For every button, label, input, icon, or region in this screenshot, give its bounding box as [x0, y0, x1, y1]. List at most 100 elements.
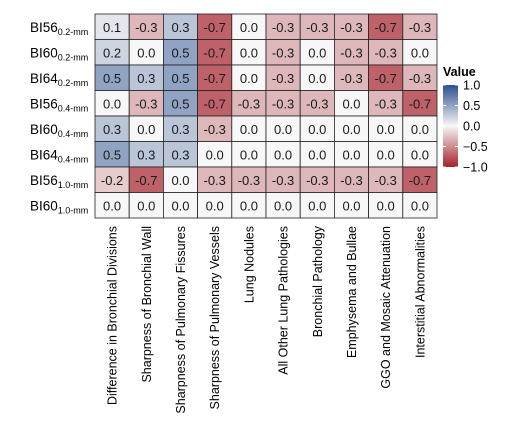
- cell-value-label: -0.3: [272, 96, 294, 111]
- cell-value-label: 0.0: [411, 122, 429, 137]
- cell-value-label: -0.7: [203, 71, 225, 86]
- cell-value-label: -0.3: [374, 96, 396, 111]
- heatmap-cell: [333, 166, 369, 193]
- heatmap-cell: [197, 192, 233, 219]
- cell-value-label: -0.7: [374, 20, 396, 35]
- cell-value-label: -0.3: [340, 71, 362, 86]
- row-label: BI640.2-mm: [30, 71, 88, 88]
- row-label: BI560.2-mm: [30, 20, 88, 37]
- cell-value-label: -0.7: [203, 20, 225, 35]
- heatmap-cell: [265, 90, 301, 117]
- column-labels: Difference in Bronchial Divisions Sharpne…: [106, 225, 428, 413]
- heatmap-cell: [128, 64, 164, 91]
- row-label: BI600.2-mm: [30, 45, 88, 62]
- heatmap-cell: [265, 141, 301, 168]
- cell-value-label: 0.0: [411, 147, 429, 162]
- heatmap-cell: [265, 39, 301, 66]
- legend-ticks: 1.0 0.5 0.0 −0.5 −1.0: [443, 79, 488, 175]
- row-labels: BI560.2-mm BI600.2-mm BI640.2-mm BI560.4-mm…: [30, 20, 88, 216]
- cell-value-label: -0.7: [203, 45, 225, 60]
- cell-value-label: -0.7: [409, 96, 431, 111]
- heatmap-cell: [368, 64, 404, 91]
- cell-value-label: -0.3: [374, 45, 396, 60]
- legend-tick-label: −1.0: [463, 161, 488, 175]
- legend-tick-label: 0.5: [463, 99, 480, 113]
- heatmap-cell: [368, 39, 404, 66]
- cell-value-label: 0.0: [308, 71, 326, 86]
- cell-value-label: -0.3: [203, 122, 225, 137]
- cell-value-label: 0.1: [103, 20, 121, 35]
- cell-value-label: -0.7: [203, 96, 225, 111]
- cell-value-label: 0.0: [103, 96, 121, 111]
- heatmap-cell: [162, 192, 198, 219]
- cell-value-label: 0.0: [240, 147, 258, 162]
- legend-colorbar: [443, 85, 458, 167]
- cell-value-label: 0.0: [274, 198, 292, 213]
- heatmap-cell: [299, 90, 335, 117]
- heatmap-cell: [128, 115, 164, 142]
- row-label: BI600.4-mm: [30, 122, 88, 139]
- column-label: Interstitial Abnormalities: [413, 226, 427, 358]
- column-label: Sharpness of Pulmonary Vessels: [208, 226, 222, 409]
- heatmap-cell: [402, 64, 438, 91]
- cell-value-label: 0.5: [171, 96, 189, 111]
- cell-value-label: 0.0: [240, 20, 258, 35]
- heatmap-cell: [333, 39, 369, 66]
- cell-value-label: -0.3: [306, 96, 328, 111]
- row-label: BI640.4-mm: [30, 147, 88, 164]
- cell-value-label: 0.0: [308, 122, 326, 137]
- cell-value-label: 0.0: [171, 173, 189, 188]
- color-legend: Value 1.0 0.5 0.0 −0.5 −1.0: [443, 65, 488, 175]
- heatmap-cell: [368, 166, 404, 193]
- cell-value-label: 0.0: [240, 122, 258, 137]
- heatmap-cell: [94, 141, 130, 168]
- heatmap-cell: [368, 115, 404, 142]
- heatmap-cell: [265, 192, 301, 219]
- heatmap-cell: [231, 141, 267, 168]
- legend-tick-label: 0.0: [463, 120, 480, 134]
- cell-value-label: 0.0: [342, 122, 360, 137]
- cell-value-label: 0.0: [308, 198, 326, 213]
- heatmap-cell: [94, 166, 130, 193]
- cell-value-label: 0.3: [171, 147, 189, 162]
- cell-value-label: 0.0: [240, 45, 258, 60]
- row-label: BI561.0-mm: [30, 173, 88, 190]
- column-label: Sharpness of Bronchial Wall: [140, 226, 154, 383]
- heatmap-cell: [333, 115, 369, 142]
- heatmap-cell: [333, 64, 369, 91]
- cell-value-label: 0.2: [103, 45, 121, 60]
- cell-value-label: 0.3: [103, 122, 121, 137]
- column-label: Emphysema and Bullae: [345, 226, 359, 358]
- cell-value-label: 0.3: [171, 122, 189, 137]
- heatmap-cell: [128, 39, 164, 66]
- heatmap-cell: [299, 39, 335, 66]
- cell-value-label: 0.0: [103, 198, 121, 213]
- cell-value-label: -0.3: [203, 173, 225, 188]
- cell-value-label: 0.0: [342, 96, 360, 111]
- heatmap-cell: [299, 115, 335, 142]
- heatmap-cell: [231, 115, 267, 142]
- cell-value-label: 0.0: [206, 198, 224, 213]
- heatmap-cell: [402, 13, 438, 40]
- column-label: All Other Lung Pathologies: [277, 226, 291, 375]
- legend-tick-label: 1.0: [463, 79, 480, 93]
- cell-value-label: 0.0: [411, 45, 429, 60]
- heatmap-cell: [162, 141, 198, 168]
- cell-value-label: 0.5: [171, 71, 189, 86]
- column-label: GGO and Mosaic Attenuation: [379, 226, 393, 389]
- heatmap-cell: [197, 141, 233, 168]
- cell-value-label: -0.7: [135, 173, 157, 188]
- column-label: Lung Nodules: [242, 226, 256, 303]
- heatmap-cell: [299, 64, 335, 91]
- cell-value-label: -0.3: [272, 71, 294, 86]
- cell-value-label: 0.3: [137, 147, 155, 162]
- heatmap-cell: [94, 90, 130, 117]
- cell-value-label: -0.3: [340, 45, 362, 60]
- cell-value-label: 0.0: [308, 147, 326, 162]
- cell-value-label: -0.3: [340, 20, 362, 35]
- legend-title: Value: [443, 65, 476, 79]
- cell-value-label: -0.3: [409, 71, 431, 86]
- cell-value-label: 0.0: [240, 198, 258, 213]
- cell-value-label: -0.3: [374, 173, 396, 188]
- heatmap-cell: [162, 64, 198, 91]
